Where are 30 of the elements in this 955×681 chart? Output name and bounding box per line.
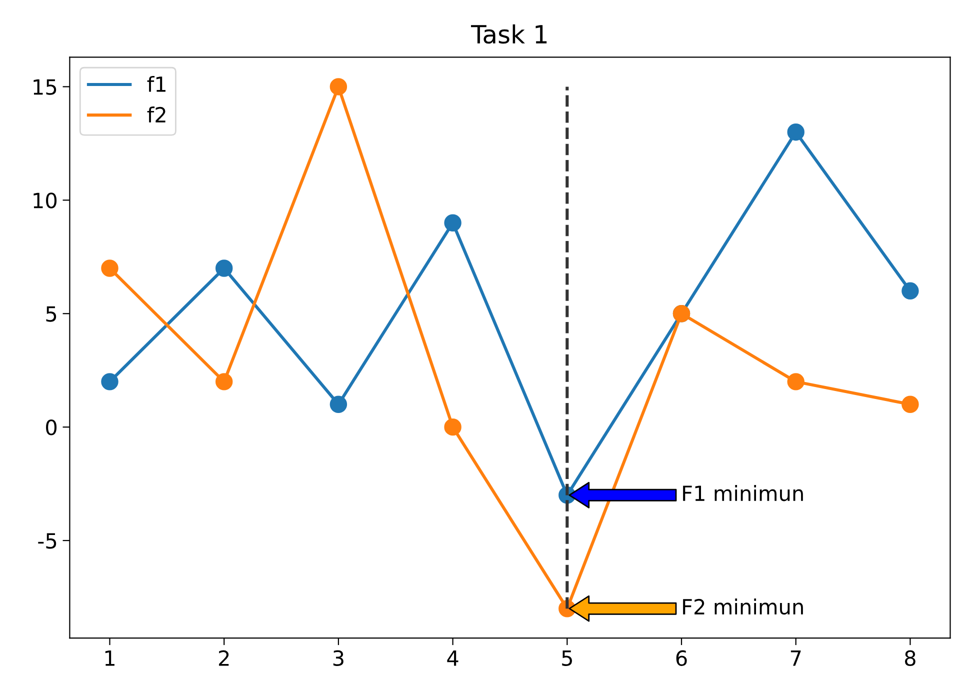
x-tick-label: 6 bbox=[676, 650, 687, 666]
x-tick-label: 5 bbox=[562, 650, 572, 666]
x-tick-label: 3 bbox=[333, 650, 344, 666]
point bbox=[787, 123, 804, 141]
x-tick-label: 1 bbox=[105, 650, 114, 666]
point bbox=[330, 78, 348, 96]
x-tick-label: 7 bbox=[790, 650, 801, 666]
x-tick-label: 8 bbox=[904, 650, 916, 666]
point bbox=[215, 260, 233, 277]
y-tick-label: -5 bbox=[38, 533, 56, 549]
point bbox=[444, 214, 462, 232]
chart-title: Task 1 bbox=[470, 24, 547, 44]
x-tick-label: 4 bbox=[447, 650, 458, 666]
legend-label: f2 bbox=[147, 106, 166, 122]
legend-label: f1 bbox=[147, 76, 166, 92]
y-tick-label: 15 bbox=[34, 79, 56, 95]
point bbox=[902, 282, 919, 300]
point bbox=[215, 373, 233, 390]
annotation: F2 minimun bbox=[683, 598, 803, 615]
point bbox=[902, 396, 919, 413]
annotation: F1 minimun bbox=[683, 485, 803, 502]
x-tick-label: 2 bbox=[218, 650, 229, 666]
point bbox=[101, 373, 118, 390]
point bbox=[330, 396, 348, 413]
y-tick-label: 5 bbox=[46, 306, 56, 322]
point bbox=[444, 418, 462, 436]
point bbox=[101, 260, 118, 277]
point bbox=[787, 373, 804, 390]
y-tick-label: 10 bbox=[34, 192, 57, 208]
y-tick-label: 0 bbox=[46, 420, 57, 436]
